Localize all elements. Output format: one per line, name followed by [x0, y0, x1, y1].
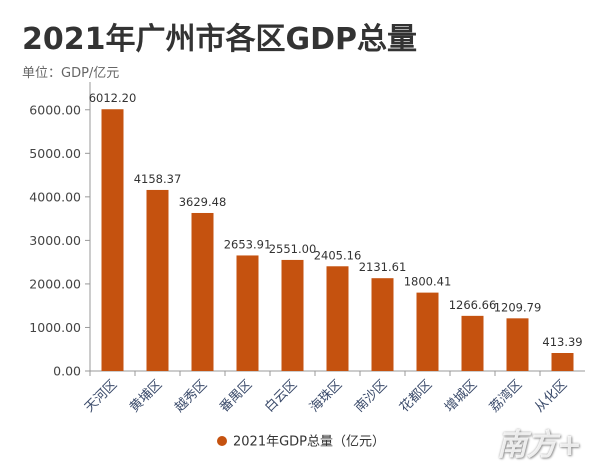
unit-label: 单位：GDP/亿元: [22, 66, 120, 81]
bar-series: [101, 109, 574, 371]
data-label: 1266.66: [449, 298, 497, 312]
x-tick-label: 海珠区: [307, 377, 345, 415]
x-tick-label: 从化区: [532, 377, 570, 415]
bar: [236, 255, 259, 371]
bar: [461, 315, 484, 371]
data-label: 1209.79: [494, 300, 542, 314]
legend: 2021年GDP总量（亿元）: [217, 435, 385, 450]
x-tick-label: 白云区: [261, 377, 300, 416]
bar: [101, 109, 124, 371]
watermark-logo: 南方+: [496, 428, 582, 463]
bar: [281, 259, 304, 371]
data-label: 4158.37: [134, 172, 182, 186]
data-label: 2653.91: [224, 237, 272, 251]
x-tick-label: 荔湾区: [486, 377, 525, 416]
x-tick-labels: 天河区 黄埔区 越秀区 番禺区 白云区 海珠区 南沙区 花都区 增城区 荔湾区 从化区: [82, 377, 570, 416]
y-tick-label: 4000.00: [29, 189, 81, 204]
y-tick-label: 2000.00: [29, 276, 81, 291]
y-tick-label: 0.00: [53, 364, 81, 379]
bar: [506, 318, 529, 371]
legend-marker: [217, 436, 227, 446]
data-label: 413.39: [542, 335, 582, 349]
data-label: 6012.20: [89, 91, 137, 105]
data-label: 3629.48: [179, 195, 227, 209]
x-tick-label: 花都区: [396, 377, 435, 416]
data-label: 2551.00: [269, 242, 317, 256]
x-tick-label: 南沙区: [351, 377, 390, 416]
chart-title: 2021年广州市各区GDP总量: [22, 22, 418, 57]
legend-label: 2021年GDP总量（亿元）: [233, 435, 385, 450]
x-tick-label: 黄埔区: [127, 377, 165, 415]
y-tick-label: 5000.00: [29, 146, 81, 161]
data-label: 1800.41: [404, 275, 452, 289]
data-labels: 6012.20 4158.37 3629.48 2653.912551.002405.…: [89, 91, 583, 349]
y-tick-label: 6000.00: [29, 102, 81, 117]
x-tick-label: 番禺区: [217, 377, 255, 415]
y-tick-labels: 0.00 1000.00 2000.00 3000.00 4000.00 5000.00 6…: [29, 102, 81, 378]
bar: [416, 292, 439, 371]
y-tick-label: 1000.00: [29, 320, 81, 335]
bar: [191, 212, 214, 371]
bar: [551, 353, 574, 371]
bar: [326, 266, 349, 371]
y-tick-label: 3000.00: [29, 233, 81, 248]
data-label: 2405.16: [314, 248, 362, 262]
bar: [371, 278, 394, 371]
x-tick-label: 增城区: [442, 377, 480, 415]
bar: [146, 189, 169, 371]
x-tick-label: 越秀区: [172, 377, 210, 415]
data-label: 2131.61: [359, 260, 407, 274]
x-tick-label: 天河区: [82, 377, 120, 415]
